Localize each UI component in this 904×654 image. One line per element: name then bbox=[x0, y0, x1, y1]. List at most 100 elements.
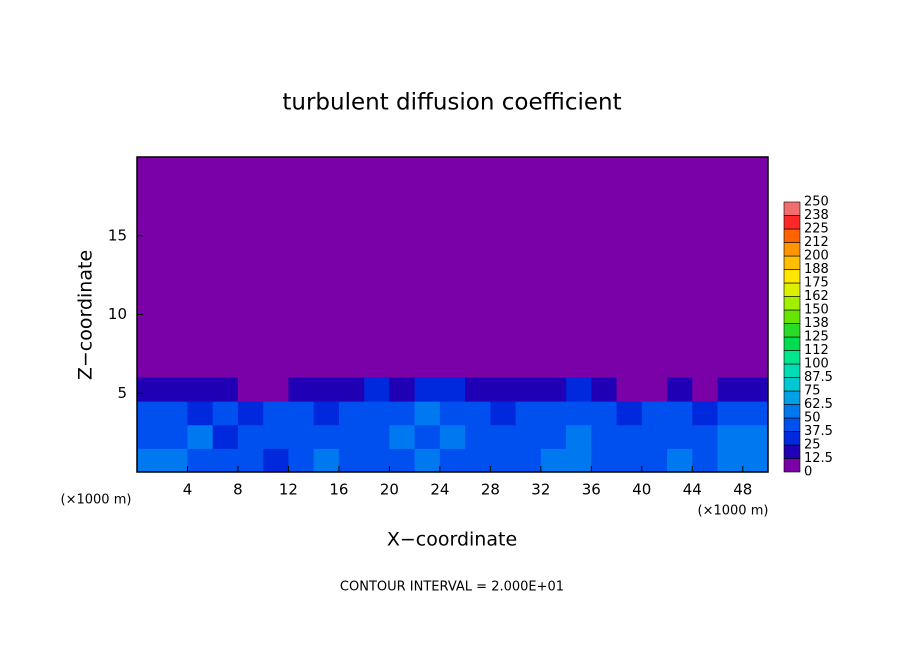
colorbar-label: 188 bbox=[804, 262, 829, 277]
field-cell bbox=[288, 401, 315, 426]
colorbar-label: 87.5 bbox=[804, 370, 833, 385]
field-cell bbox=[515, 424, 542, 449]
colorbar-swatch bbox=[783, 390, 801, 405]
field-cell bbox=[692, 424, 719, 449]
field-cell bbox=[212, 424, 239, 449]
field-cell bbox=[187, 448, 214, 473]
colorbar-label: 250 bbox=[804, 195, 829, 210]
x-tick-label: 24 bbox=[430, 481, 449, 499]
colorbar-label: 100 bbox=[804, 357, 829, 372]
x-tick-label: 20 bbox=[380, 481, 399, 499]
colorbar-swatch bbox=[783, 377, 801, 392]
field-cell bbox=[717, 448, 744, 473]
field-cell bbox=[414, 448, 441, 473]
field-cell bbox=[263, 448, 289, 473]
field-cell bbox=[515, 401, 542, 426]
field-cell bbox=[742, 424, 769, 449]
field-cell bbox=[364, 401, 390, 426]
field-cell bbox=[515, 448, 542, 473]
colorbar-label: 150 bbox=[804, 303, 829, 318]
colorbar-swatch bbox=[783, 255, 801, 270]
colorbar-label: 138 bbox=[804, 316, 829, 331]
footer-note: CONTOUR INTERVAL = 2.000E+01 bbox=[340, 580, 564, 595]
colorbar-label: 175 bbox=[804, 276, 829, 291]
colorbar-swatch bbox=[783, 458, 801, 473]
x-tick-label: 32 bbox=[531, 481, 550, 499]
colorbar-swatch bbox=[783, 228, 801, 243]
colorbar-label: 112 bbox=[804, 343, 829, 358]
colorbar-label: 37.5 bbox=[804, 424, 833, 439]
field-cell bbox=[616, 377, 643, 402]
colorbar-label: 25 bbox=[804, 438, 821, 453]
colorbar-swatch bbox=[783, 323, 801, 338]
field-cell bbox=[515, 377, 542, 402]
field-cell bbox=[540, 424, 567, 449]
colorbar-swatch bbox=[783, 350, 801, 365]
field-cell bbox=[364, 377, 390, 402]
field-cell bbox=[313, 377, 340, 402]
y-tick-label: 10 bbox=[108, 305, 127, 323]
y-axis-title: Z−coordinate bbox=[75, 250, 97, 380]
colorbar-swatch bbox=[783, 269, 801, 284]
field-cell bbox=[364, 448, 390, 473]
x-tick-label: 8 bbox=[233, 481, 243, 499]
field-cell bbox=[212, 401, 239, 426]
field-cell bbox=[465, 401, 491, 426]
field-cell bbox=[540, 377, 567, 402]
field-cell bbox=[490, 448, 517, 473]
field-cell bbox=[591, 401, 618, 426]
colorbar-label: 225 bbox=[804, 222, 829, 237]
field-cell bbox=[187, 424, 214, 449]
field-cell bbox=[540, 401, 567, 426]
field-cell bbox=[414, 377, 441, 402]
field-cell bbox=[137, 377, 163, 402]
field-cell bbox=[465, 448, 491, 473]
field-cell bbox=[439, 424, 466, 449]
field-cell bbox=[616, 401, 643, 426]
field-cell bbox=[566, 401, 592, 426]
field-cell bbox=[490, 401, 517, 426]
field-cell bbox=[288, 448, 315, 473]
colorbar-swatch bbox=[783, 282, 801, 297]
field-cell bbox=[742, 401, 769, 426]
field-cell bbox=[162, 377, 188, 402]
field-cell bbox=[338, 401, 365, 426]
field-cell bbox=[566, 424, 592, 449]
colorbar-label: 12.5 bbox=[804, 451, 833, 466]
field-cell bbox=[212, 448, 239, 473]
field-cell bbox=[641, 377, 668, 402]
field-cell bbox=[667, 424, 693, 449]
field-cell bbox=[313, 424, 340, 449]
field-cell bbox=[692, 401, 719, 426]
field-cell bbox=[414, 424, 441, 449]
field-cell bbox=[364, 424, 390, 449]
x-unit: (×1000 m) bbox=[61, 493, 132, 508]
colorbar-swatch bbox=[783, 296, 801, 311]
colorbar-label: 238 bbox=[804, 208, 829, 223]
field-cell bbox=[566, 448, 592, 473]
field-cell bbox=[717, 401, 744, 426]
field-cell bbox=[212, 377, 239, 402]
colorbar-swatch bbox=[783, 309, 801, 324]
field-cell bbox=[263, 377, 289, 402]
field-cell bbox=[692, 448, 719, 473]
field-cell bbox=[667, 401, 693, 426]
field-cell bbox=[641, 424, 668, 449]
chart-title: turbulent diffusion coefficient bbox=[282, 90, 621, 116]
colorbar-label: 162 bbox=[804, 289, 829, 304]
field-cell bbox=[313, 448, 340, 473]
field-cell bbox=[263, 401, 289, 426]
field-cell bbox=[641, 448, 668, 473]
colorbar-swatch bbox=[783, 363, 801, 378]
colorbar-swatch bbox=[783, 215, 801, 230]
field-cell bbox=[667, 377, 693, 402]
field-cell bbox=[591, 424, 618, 449]
field-cell bbox=[288, 424, 315, 449]
field-cell bbox=[465, 377, 491, 402]
field-cell bbox=[389, 377, 416, 402]
field-cell bbox=[591, 448, 618, 473]
x-tick-label: 44 bbox=[683, 481, 702, 499]
x-tick-label: 36 bbox=[582, 481, 601, 499]
